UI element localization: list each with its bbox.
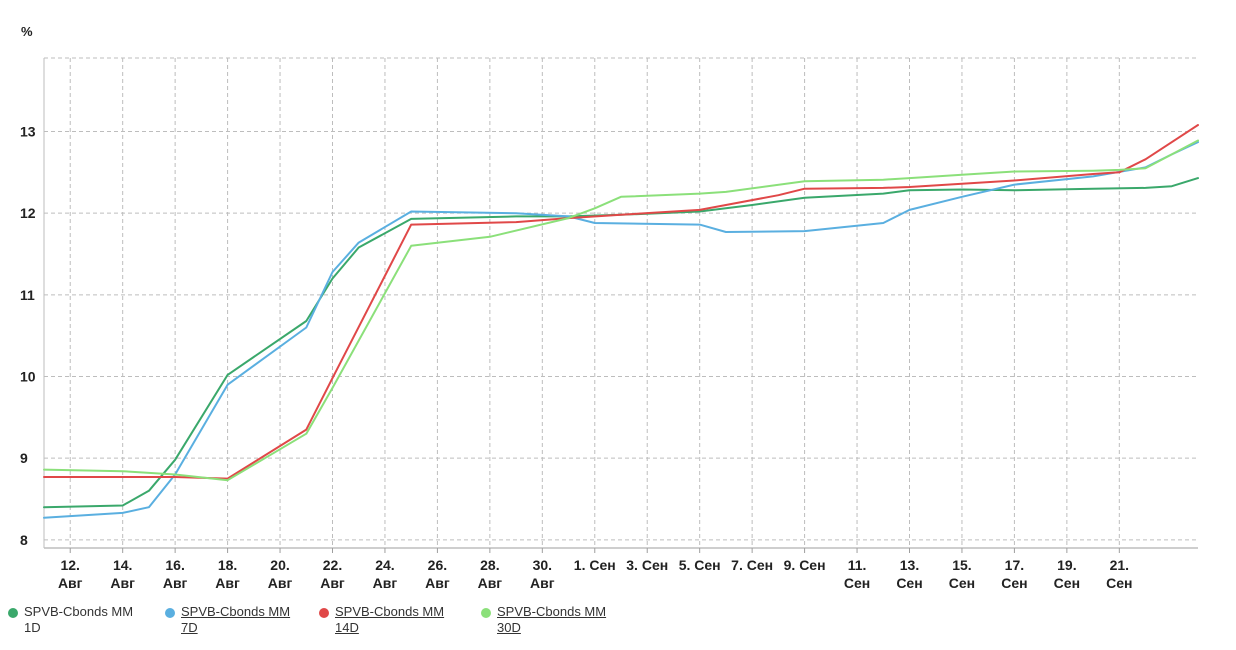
- x-tick-label-0: 12.: [60, 557, 79, 573]
- x-tick-label-15-line2: Сен: [844, 575, 870, 591]
- y-tick-label-13: 13: [20, 124, 36, 140]
- x-tick-label-14: 9. Сен: [784, 557, 826, 573]
- x-tick-label-3: 18.: [218, 557, 237, 573]
- x-tick-label-2: 16.: [165, 557, 184, 573]
- x-tick-label-5-line2: Авг: [320, 575, 345, 591]
- chart-grid: [43, 57, 1198, 553]
- legend-label-7d: SPVB-Cbonds MM 7D: [181, 604, 291, 635]
- legend-marker-30d: [481, 608, 491, 618]
- x-tick-label-5: 22.: [323, 557, 342, 573]
- x-tick-label-11: 3. Сен: [626, 557, 668, 573]
- x-tick-label-20: 21.: [1110, 557, 1129, 573]
- y-tick-label-12: 12: [20, 205, 36, 221]
- x-tick-label-8: 28.: [480, 557, 499, 573]
- x-tick-label-4-line2: Авг: [268, 575, 293, 591]
- line-chart: 8 9 10 11 12 13 12. Авг 14. Авг 16. Авг 18. Авг 20. Ав…: [20, 57, 1199, 591]
- x-tick-label-10: 1. Сен: [574, 557, 616, 573]
- legend-marker-7d: [165, 608, 175, 618]
- x-tick-label-1-line2: Авг: [110, 575, 135, 591]
- x-tick-label-8-line2: Авг: [478, 575, 503, 591]
- y-tick-label-10: 10: [20, 369, 36, 385]
- y-tick-label-9: 9: [20, 450, 28, 466]
- x-tick-label-16: 13.: [900, 557, 919, 573]
- legend-label-1d: SPVB-Cbonds MM 1D: [24, 604, 134, 635]
- x-tick-label-9-line2: Авг: [530, 575, 555, 591]
- x-tick-label-0-line2: Авг: [58, 575, 83, 591]
- chart-series: [43, 124, 1199, 519]
- series-line-2: [43, 141, 1199, 519]
- legend-label-14d: SPVB-Cbonds MM 14D: [335, 604, 445, 635]
- y-tick-label-8: 8: [20, 532, 28, 548]
- x-tick-label-7-line2: Авг: [425, 575, 450, 591]
- x-tick-label-6-line2: Авг: [373, 575, 398, 591]
- legend-marker-14d: [319, 608, 329, 618]
- x-tick-label-13: 7. Сен: [731, 557, 773, 573]
- x-tick-label-19-line2: Сен: [1054, 575, 1080, 591]
- x-tick-label-19: 19.: [1057, 557, 1076, 573]
- x-tick-label-12: 5. Сен: [679, 557, 721, 573]
- chart-legend: SPVB-Cbonds MM 1D SPVB-Cbonds MM 7D SPVB-C…: [8, 604, 1228, 644]
- x-tick-label-15: 11.: [848, 557, 867, 573]
- x-tick-label-20-line2: Сен: [1106, 575, 1132, 591]
- legend-marker-1d: [8, 608, 18, 618]
- x-tick-label-3-line2: Авг: [215, 575, 240, 591]
- x-tick-label-1: 14.: [113, 557, 132, 573]
- series-line-4: [43, 139, 1199, 482]
- y-axis-unit-label: %: [21, 24, 33, 39]
- x-tick-label-18-line2: Сен: [1001, 575, 1027, 591]
- x-tick-label-17: 15.: [952, 557, 971, 573]
- x-axis-ticks: 12. Авг 14. Авг 16. Авг 18. Авг 20. Авг 22. Авг 24. А…: [58, 557, 1133, 591]
- x-tick-label-9: 30.: [533, 557, 552, 573]
- series-line-3: [43, 124, 1199, 480]
- x-tick-label-6: 24.: [375, 557, 394, 573]
- x-tick-label-16-line2: Сен: [896, 575, 922, 591]
- x-tick-label-17-line2: Сен: [949, 575, 975, 591]
- x-tick-label-4: 20.: [270, 557, 289, 573]
- x-tick-label-18: 17.: [1005, 557, 1024, 573]
- y-axis-ticks: 8 9 10 11 12 13: [20, 124, 36, 548]
- x-tick-label-7: 26.: [428, 557, 447, 573]
- x-tick-label-2-line2: Авг: [163, 575, 188, 591]
- y-tick-label-11: 11: [20, 287, 35, 303]
- legend-label-30d: SPVB-Cbonds MM 30D: [497, 604, 607, 635]
